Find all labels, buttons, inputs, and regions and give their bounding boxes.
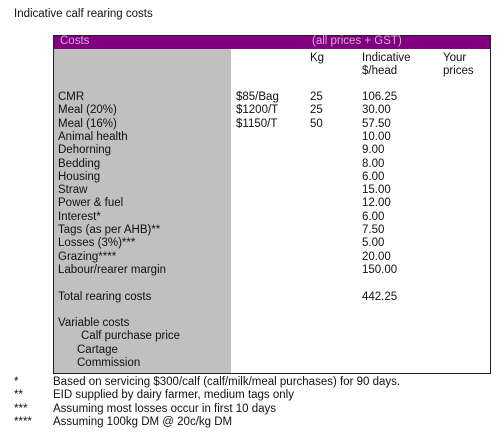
cost: 106.25 (362, 91, 398, 103)
cost: 30.00 (362, 104, 391, 117)
cost: 20.00 (362, 250, 391, 263)
footnote-marker: **** (14, 415, 32, 428)
footnote-text: Assuming most losses occur in first 10 d… (53, 402, 277, 415)
item-label: CMR (58, 91, 85, 103)
item-label: Tags (as per AHB)** (58, 224, 161, 236)
footnote-marker: *** (14, 402, 28, 415)
cost: 12.00 (362, 197, 391, 210)
variable-item: Commission (77, 357, 141, 369)
title: Indicative calf rearing costs (14, 8, 153, 20)
footnote-text: EID supplied by dairy farmer, medium tag… (53, 389, 294, 402)
column-header: Indicative (362, 52, 411, 64)
cost: 7.50 (362, 224, 385, 236)
header-label: Costs (60, 35, 90, 47)
item-label: Power & fuel (58, 197, 124, 210)
cost: 9.00 (362, 144, 385, 157)
item-label: Dehorning (58, 144, 112, 157)
footnote-text: Based on servicing $300/calf (calf/milk/… (53, 376, 401, 388)
table-header (54, 36, 490, 49)
cost: 8.00 (362, 157, 385, 170)
item-label: Labour/rearer margin (58, 263, 167, 276)
item-label: Losses (3%)*** (58, 237, 136, 250)
item-label: Housing (58, 170, 101, 183)
header-label: (all prices + GST) (312, 35, 402, 47)
footnote-marker: ** (14, 389, 23, 402)
unit-price: $85/Bag (236, 91, 279, 103)
footnote-marker: * (14, 376, 19, 388)
variable-item: Calf purchase price (81, 330, 181, 343)
item-column (54, 49, 231, 373)
item-label: Animal health (58, 130, 128, 143)
item-label: Interest* (58, 210, 101, 223)
cost: 6.00 (362, 170, 385, 183)
total-label: Total rearing costs (58, 290, 152, 303)
item-label: Grazing**** (58, 250, 117, 263)
total-cost: 442.25 (362, 290, 398, 303)
item-label: Meal (16%) (58, 117, 117, 130)
cost: 6.00 (362, 210, 385, 223)
cost-table (53, 35, 491, 374)
quantity: 50 (310, 117, 323, 130)
cost: 5.00 (362, 237, 385, 250)
quantity: 25 (310, 104, 323, 117)
column-header: $/head (362, 65, 398, 77)
cost: 57.50 (362, 117, 391, 130)
cost: 15.00 (362, 184, 391, 197)
section-label: Variable costs (58, 317, 130, 330)
column-header: Your (443, 52, 467, 64)
unit-price: $1150/T (236, 117, 278, 130)
item-label: Bedding (58, 157, 101, 170)
item-label: Straw (58, 184, 88, 197)
column-header: Kg (310, 52, 325, 64)
cost: 150.00 (362, 263, 398, 276)
unit-price: $1200/T (236, 104, 279, 117)
column-header: prices (443, 65, 474, 77)
cost: 10.00 (362, 130, 391, 143)
footnote-text: Assuming 100kg DM @ 20c/kg DM (53, 415, 233, 428)
quantity: 25 (310, 91, 323, 103)
variable-item: Cartage (77, 343, 118, 356)
item-label: Meal (20%) (58, 104, 117, 117)
